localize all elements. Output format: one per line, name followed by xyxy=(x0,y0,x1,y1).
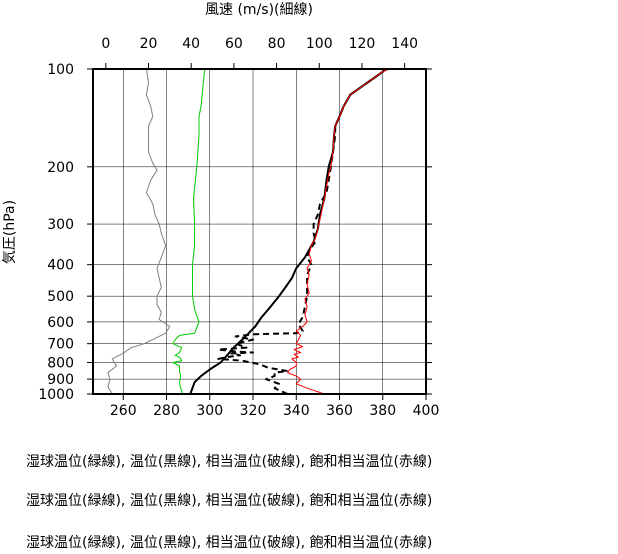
y-axis-title: 気圧(hPa) xyxy=(2,200,18,264)
top-tick-label: 140 xyxy=(391,36,418,52)
plot-frame xyxy=(92,68,427,395)
bottom-tick-label: 380 xyxy=(369,403,396,419)
pressure-tick-label: 500 xyxy=(47,289,74,305)
pressure-tick-label: 800 xyxy=(47,356,74,372)
bottom-tick-label: 340 xyxy=(283,403,310,419)
pressure-tick-label: 1000 xyxy=(38,387,74,403)
caption-line-3: 湿球温位(緑線), 温位(黒線), 相当温位(破線), 飽和相当温位(赤線) xyxy=(26,535,433,551)
series-line-4 xyxy=(287,68,390,395)
bottom-tick-label: 320 xyxy=(240,403,267,419)
axis-ticks xyxy=(87,63,432,400)
series-line-2 xyxy=(189,68,386,395)
pressure-tick-label: 100 xyxy=(47,62,74,78)
bottom-tick-label: 360 xyxy=(326,403,353,419)
pressure-tick-label: 300 xyxy=(47,217,74,233)
caption-line-2: 湿球温位(緑線), 温位(黒線), 相当温位(破線), 飽和相当温位(赤線) xyxy=(26,493,433,509)
top-tick-label: 120 xyxy=(349,36,376,52)
top-tick-label: 40 xyxy=(182,36,200,52)
series-line-1 xyxy=(172,68,206,395)
plot-series xyxy=(107,68,390,395)
series-line-0 xyxy=(107,68,171,395)
pressure-tick-label: 700 xyxy=(47,337,74,353)
grid-lines xyxy=(93,68,427,395)
top-axis-title: 風速 (m/s)(細線) xyxy=(205,2,313,18)
bottom-tick-label: 300 xyxy=(196,403,223,419)
top-tick-label: 20 xyxy=(140,36,158,52)
bottom-tick-label: 400 xyxy=(413,403,440,419)
pressure-tick-label: 600 xyxy=(47,315,74,331)
pressure-tick-label: 400 xyxy=(47,258,74,274)
series-line-3 xyxy=(217,68,386,395)
pressure-tick-label: 900 xyxy=(47,372,74,388)
top-tick-label: 60 xyxy=(225,36,243,52)
bottom-tick-label: 260 xyxy=(110,403,137,419)
bottom-tick-label: 280 xyxy=(153,403,180,419)
tick-labels: 260 280 300 320 340 360 380 400 0 20 40 60 80 100 120 1… xyxy=(38,36,439,419)
top-tick-label: 0 xyxy=(101,36,110,52)
top-tick-label: 100 xyxy=(306,36,333,52)
top-tick-label: 80 xyxy=(268,36,286,52)
caption-line-1: 湿球温位(緑線), 温位(黒線), 相当温位(破線), 飽和相当温位(赤線) xyxy=(26,454,433,470)
pressure-tick-label: 200 xyxy=(47,160,74,176)
